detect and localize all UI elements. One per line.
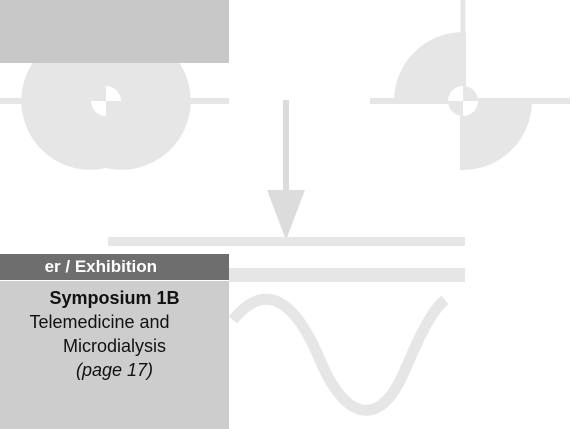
crosshair-target-left-icon <box>0 57 229 170</box>
symposium-subtitle-line2: Microdialysis <box>0 334 229 358</box>
symposium-title: Symposium 1B <box>0 286 229 310</box>
exhibition-header: er / Exhibition <box>0 254 229 280</box>
sine-wave-icon <box>233 299 445 410</box>
horizontal-bar-upper <box>108 237 465 246</box>
horizontal-bar-lower <box>229 268 465 282</box>
down-arrow-icon <box>267 100 305 240</box>
crosshair-target-right-icon <box>370 0 570 170</box>
symposium-subtitle-line1: Telemedicine and <box>0 310 229 334</box>
gray-header-block <box>0 0 229 63</box>
symposium-panel: Symposium 1B Telemedicine and Microdialy… <box>0 281 229 429</box>
page-reference[interactable]: (page 17) <box>0 358 229 382</box>
